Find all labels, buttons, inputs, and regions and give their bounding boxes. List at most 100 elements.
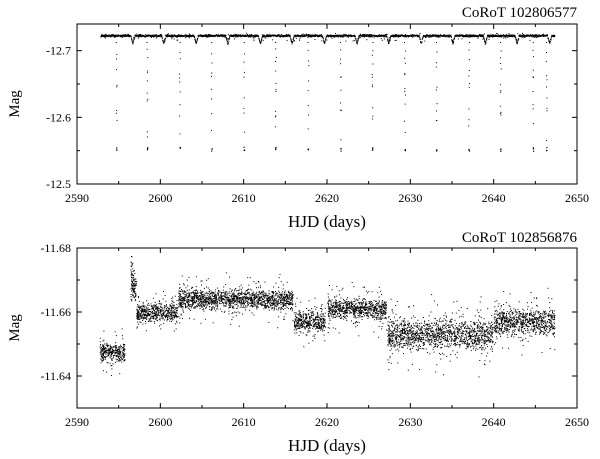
data-point	[205, 298, 207, 299]
data-point	[101, 34, 103, 36]
data-point	[276, 304, 278, 306]
data-point	[240, 299, 242, 301]
data-point	[394, 35, 396, 37]
data-point	[184, 37, 186, 39]
data-point	[225, 302, 226, 304]
data-point	[301, 34, 303, 36]
data-point	[239, 302, 241, 304]
data-point	[145, 320, 146, 322]
data-point	[247, 291, 249, 293]
data-point	[247, 300, 249, 302]
data-point	[411, 34, 413, 36]
data-point	[356, 41, 358, 43]
data-point	[248, 299, 250, 301]
data-point	[535, 34, 537, 36]
data-point	[172, 308, 174, 310]
data-point	[121, 361, 123, 363]
data-point	[150, 315, 152, 317]
data-point	[213, 295, 215, 297]
data-point	[228, 39, 230, 41]
data-point	[140, 34, 142, 36]
data-point	[119, 355, 121, 357]
data-point	[138, 316, 140, 318]
data-point	[224, 294, 226, 295]
data-point	[135, 299, 136, 301]
data-point	[419, 37, 421, 39]
data-point	[229, 302, 231, 304]
data-point	[178, 299, 180, 301]
data-point	[448, 35, 450, 37]
data-point	[554, 34, 556, 36]
data-point	[171, 312, 173, 314]
data-point	[215, 298, 217, 300]
data-point	[536, 34, 538, 36]
data-point	[285, 300, 287, 302]
data-point	[148, 311, 150, 312]
data-point	[199, 292, 201, 294]
data-point	[108, 351, 110, 353]
data-point	[201, 35, 203, 37]
data-point	[142, 35, 144, 37]
data-point	[276, 299, 278, 301]
data-point	[279, 296, 281, 298]
data-point	[308, 80, 310, 82]
data-point	[271, 296, 273, 298]
data-point	[223, 299, 225, 301]
data-point	[286, 281, 288, 283]
data-point	[147, 315, 149, 317]
data-point	[178, 290, 180, 292]
data-point	[183, 297, 185, 299]
data-point	[450, 34, 452, 36]
data-point	[222, 301, 223, 303]
data-point	[332, 35, 334, 37]
data-point	[275, 70, 277, 72]
data-point	[160, 315, 162, 317]
data-point	[383, 36, 385, 37]
data-point	[142, 305, 144, 307]
data-point	[272, 291, 274, 293]
data-point	[254, 295, 256, 297]
data-point	[119, 354, 121, 356]
data-point	[174, 323, 176, 325]
data-point	[192, 299, 194, 301]
data-point	[154, 304, 156, 306]
data-point	[105, 353, 107, 355]
data-point	[253, 281, 255, 283]
data-point	[116, 147, 118, 149]
data-point	[279, 299, 281, 301]
data-point	[180, 296, 182, 298]
data-point	[315, 36, 316, 37]
data-point	[165, 316, 167, 318]
data-point	[246, 306, 248, 308]
data-point	[532, 49, 534, 51]
data-point	[107, 351, 109, 353]
data-point	[268, 290, 270, 292]
data-point	[104, 343, 106, 345]
data-point	[99, 352, 101, 354]
data-point	[247, 289, 249, 290]
data-point	[253, 296, 255, 298]
data-point	[231, 313, 233, 314]
data-point	[138, 36, 139, 38]
data-point	[235, 300, 237, 302]
data-point	[272, 303, 274, 304]
data-point	[196, 297, 198, 299]
data-point	[137, 321, 139, 323]
data-point	[517, 33, 519, 35]
data-point	[170, 35, 172, 37]
data-point	[179, 302, 181, 304]
data-point	[254, 36, 256, 38]
data-point	[252, 302, 254, 304]
data-point	[251, 297, 253, 299]
data-point	[160, 36, 162, 38]
data-point	[212, 322, 214, 324]
data-point	[107, 349, 109, 351]
data-point	[260, 303, 262, 305]
data-point	[222, 292, 224, 294]
data-point	[119, 350, 121, 352]
data-point	[221, 299, 223, 301]
data-point	[389, 39, 391, 41]
data-point	[123, 349, 125, 351]
data-point	[468, 86, 470, 88]
data-point	[107, 352, 109, 354]
